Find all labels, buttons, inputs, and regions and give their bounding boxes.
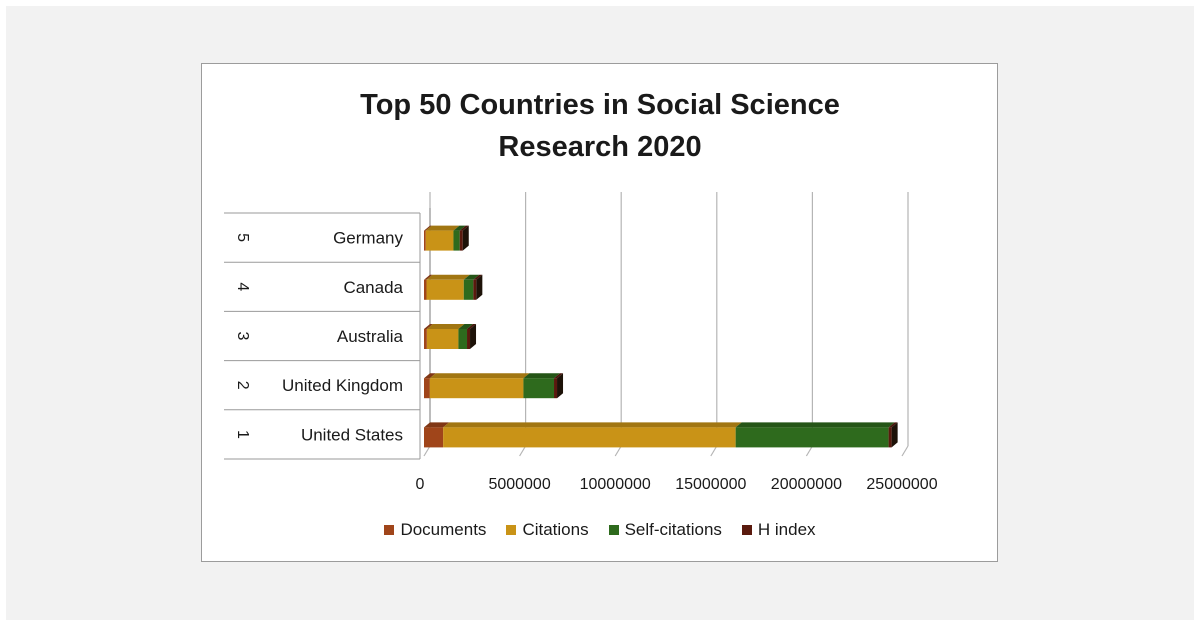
x-tick-label: 5000000 — [488, 476, 550, 493]
bar-citations-germany-top — [425, 225, 460, 231]
legend-item-citations: Citations — [506, 520, 589, 540]
legend-label-citations: Citations — [522, 520, 589, 539]
legend-swatch-self-citations — [608, 525, 619, 535]
bar-end-face-germany — [462, 225, 469, 251]
gridline-floor — [710, 445, 718, 457]
bar-citations-united-kingdom — [429, 378, 524, 399]
bar-h-index-united-kingdom — [554, 378, 558, 399]
bar-citations-united-states — [443, 427, 736, 448]
bar-end-face-united-kingdom — [557, 373, 564, 399]
x-tick-label: 0 — [416, 476, 425, 493]
category-name-label: United States — [301, 425, 403, 444]
bar-documents-canada — [424, 279, 427, 300]
category-axis: 1 United States 2 United Kingdom 3 Australia 4… — [224, 212, 421, 460]
category-name-label: Canada — [343, 278, 403, 297]
gridline-floor — [901, 445, 909, 457]
bar-documents-australia — [424, 329, 427, 349]
bar-h-index-canada-top — [473, 274, 483, 280]
bar-h-index-united-states-top — [888, 422, 898, 428]
legend-swatch-citations — [506, 525, 517, 535]
x-tick-label: 15000000 — [675, 476, 746, 493]
bar-self-citations-canada-top — [463, 274, 480, 280]
legend-label-self-citations: Self-citations — [624, 520, 722, 539]
bar-documents-united-kingdom — [424, 378, 430, 399]
chart-title-line-2: Research 2020 — [498, 131, 702, 163]
bar-h-index-australia-top — [467, 324, 477, 329]
bar-self-citations-australia-top — [458, 324, 474, 329]
legend-swatch-documents — [384, 525, 395, 535]
bar-self-citations-united-kingdom — [523, 378, 555, 399]
category-name-label: Germany — [333, 229, 403, 248]
bar-citations-united-states-top — [443, 422, 742, 428]
bar-self-citations-united-states — [735, 427, 889, 448]
bar-h-index-united-kingdom-top — [554, 373, 564, 379]
bar-h-index-canada — [473, 279, 477, 300]
bar-self-citations-australia — [458, 329, 468, 349]
bar-h-index-united-states — [888, 427, 892, 448]
x-tick-label: 25000000 — [866, 476, 937, 493]
bar-end-face-united-states — [891, 422, 898, 448]
legend-label-h-index: H index — [757, 520, 816, 539]
bar-self-citations-germany — [453, 230, 460, 251]
chart-area — [201, 63, 998, 562]
bar-series — [424, 225, 898, 448]
legend-swatch-h-index — [741, 525, 752, 535]
bar-self-citations-united-kingdom-top — [523, 373, 561, 379]
category-rank-label: 3 — [234, 332, 251, 341]
chart-title: Top 50 Countries in Social Science Resea… — [0, 84, 1200, 168]
bar-documents-united-states-top — [424, 422, 450, 428]
bar-h-index-australia — [467, 329, 471, 349]
gridlines — [423, 192, 909, 457]
legend-label-documents: Documents — [400, 520, 487, 539]
bar-self-citations-united-states-top — [735, 422, 895, 428]
gridline-floor — [423, 445, 431, 457]
bar-documents-canada-top — [424, 274, 433, 280]
gridline-floor — [614, 445, 622, 457]
category-rank-label: 2 — [234, 381, 251, 390]
bar-citations-australia — [426, 329, 459, 349]
bar-citations-united-kingdom-top — [429, 373, 530, 379]
bar-h-index-germany-top — [459, 225, 469, 231]
category-rank-label: 5 — [234, 233, 251, 242]
x-axis-ticks: 0 5000000 10000000 15000000 20000000 25000000 — [416, 476, 938, 493]
chart-title-line-1: Top 50 Countries in Social Science — [360, 89, 840, 121]
bar-h-index-germany — [459, 230, 463, 251]
bar-citations-canada — [426, 279, 464, 300]
bar-end-face-canada — [476, 274, 483, 300]
bar-citations-canada-top — [426, 274, 470, 280]
bar-citations-germany — [425, 230, 454, 251]
legend-item-documents: Documents — [384, 520, 486, 540]
bar-documents-germany — [424, 230, 426, 251]
legend-item-self-citations: Self-citations — [608, 520, 722, 540]
bar-documents-australia-top — [424, 324, 433, 329]
gridline-floor — [805, 445, 813, 457]
bar-self-citations-canada — [463, 279, 474, 300]
bar-documents-united-states — [424, 427, 444, 448]
bar-documents-germany-top — [424, 225, 432, 231]
gridline-floor — [519, 445, 527, 457]
bar-citations-australia-top — [426, 324, 465, 329]
category-rank-label: 4 — [234, 282, 251, 291]
category-name-label: United Kingdom — [282, 376, 403, 395]
legend-item-h-index: H index — [741, 520, 816, 540]
bar-self-citations-germany-top — [453, 225, 466, 231]
category-name-label: Australia — [337, 327, 404, 346]
x-tick-label: 20000000 — [771, 476, 842, 493]
bar-end-face-australia — [470, 324, 477, 349]
bar-documents-united-kingdom-top — [424, 373, 436, 379]
x-tick-label: 10000000 — [580, 476, 651, 493]
category-rank-label: 1 — [234, 430, 251, 439]
legend: Documents Citations Self-citations H ind… — [0, 520, 1200, 540]
